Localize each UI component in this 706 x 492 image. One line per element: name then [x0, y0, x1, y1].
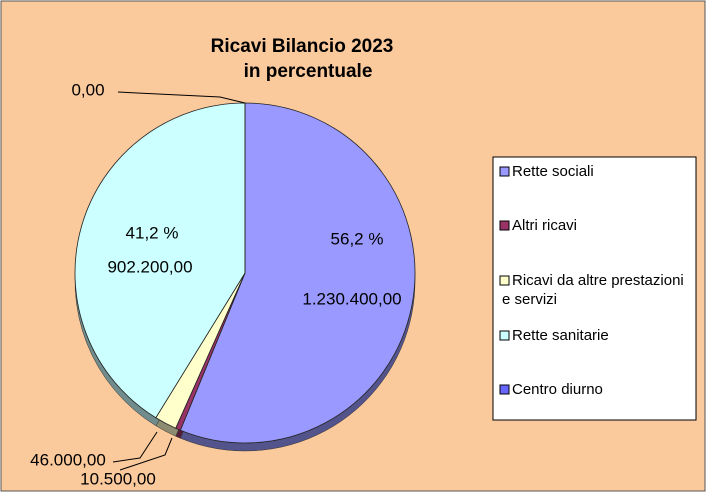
legend-label: Rette sanitarie	[512, 327, 609, 344]
data-label: 902.200,00	[107, 257, 192, 276]
data-label: 1.230.400,00	[302, 289, 401, 308]
leader-line	[112, 431, 158, 463]
data-label: 0,00	[71, 80, 104, 99]
slice	[74, 102, 246, 419]
legend	[492, 156, 697, 421]
leader-line	[117, 91, 246, 104]
legend-swatch	[499, 166, 510, 177]
percent-label: 56,2 %	[331, 229, 384, 248]
chart-title: Ricavi Bilancio 2023	[211, 36, 394, 57]
chart-title: in percentuale	[244, 61, 373, 82]
data-label: 10.500,00	[80, 469, 156, 488]
legend-swatch	[499, 220, 510, 231]
slice	[179, 102, 416, 444]
data-label: 46.000,00	[30, 450, 106, 469]
percent-label: 41,2 %	[126, 223, 179, 242]
legend-label: Centro diurno	[512, 381, 603, 398]
legend-swatch	[499, 330, 510, 341]
legend-label: Rette sociali	[512, 163, 594, 180]
pie	[74, 102, 416, 452]
legend-label: Altri ricavi	[512, 217, 577, 234]
leader-line	[119, 437, 173, 471]
legend-swatch	[499, 275, 510, 286]
legend-label: Ricavi da altre prestazioni e servizi	[502, 272, 684, 308]
legend-swatch	[499, 384, 510, 395]
